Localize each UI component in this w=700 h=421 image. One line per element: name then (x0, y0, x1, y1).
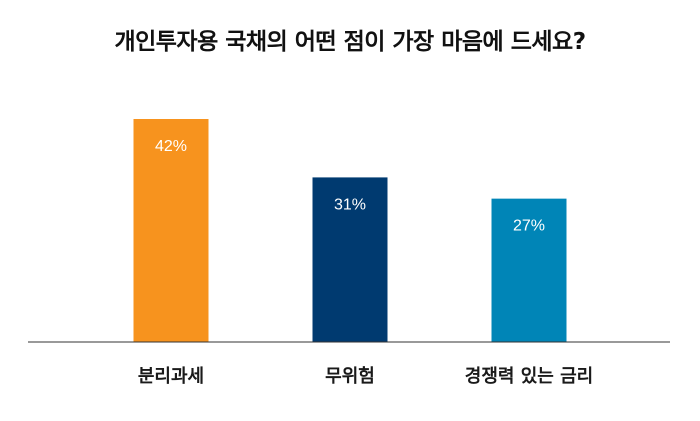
bar-value-label: 31% (334, 196, 366, 213)
chart-title: 개인투자용 국채의 어떤 점이 가장 마음에 드세요? (114, 29, 586, 55)
category-label: 분리과세 (138, 366, 204, 387)
bar-value-label: 42% (155, 138, 187, 155)
bar-3 (491, 198, 567, 342)
category-label: 무위험 (325, 365, 375, 387)
labels-layer: 42% 분리과세 31% 무위험 27% 경쟁력 있는 금리 (138, 138, 593, 387)
bars-layer (133, 119, 567, 342)
category-label: 경쟁력 있는 금리 (465, 366, 593, 387)
bar-1 (133, 119, 209, 342)
bar-2 (312, 177, 388, 342)
bar-value-label: 27% (513, 218, 545, 235)
